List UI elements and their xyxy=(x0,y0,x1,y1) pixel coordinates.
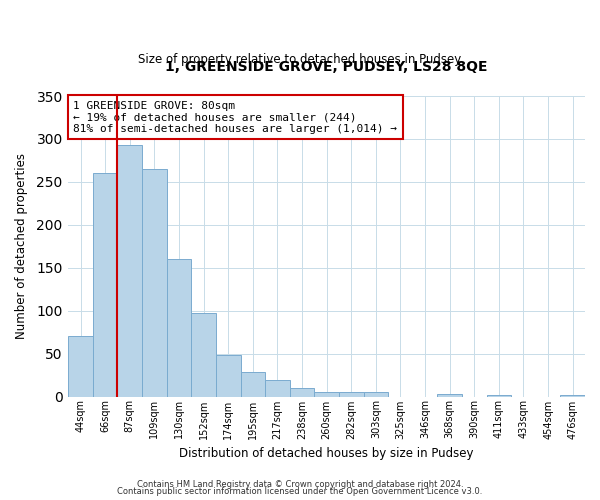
Bar xyxy=(339,392,364,396)
Bar xyxy=(68,336,93,396)
Bar xyxy=(437,394,462,396)
Bar xyxy=(364,392,388,396)
Text: Contains HM Land Registry data © Crown copyright and database right 2024.: Contains HM Land Registry data © Crown c… xyxy=(137,480,463,489)
Title: 1, GREENSIDE GROVE, PUDSEY, LS28 8QE: 1, GREENSIDE GROVE, PUDSEY, LS28 8QE xyxy=(166,60,488,74)
Bar xyxy=(93,174,118,396)
Bar xyxy=(290,388,314,396)
Bar xyxy=(487,395,511,396)
Bar xyxy=(314,392,339,396)
X-axis label: Distribution of detached houses by size in Pudsey: Distribution of detached houses by size … xyxy=(179,447,474,460)
Text: Size of property relative to detached houses in Pudsey: Size of property relative to detached ho… xyxy=(139,52,461,66)
Bar xyxy=(560,395,585,396)
Text: Contains public sector information licensed under the Open Government Licence v3: Contains public sector information licen… xyxy=(118,487,482,496)
Bar xyxy=(216,356,241,397)
Text: 1 GREENSIDE GROVE: 80sqm
← 19% of detached houses are smaller (244)
81% of semi-: 1 GREENSIDE GROVE: 80sqm ← 19% of detach… xyxy=(73,100,397,134)
Bar xyxy=(118,145,142,397)
Bar xyxy=(142,169,167,396)
Bar xyxy=(167,259,191,396)
Bar xyxy=(265,380,290,396)
Bar xyxy=(241,372,265,396)
Y-axis label: Number of detached properties: Number of detached properties xyxy=(15,154,28,340)
Bar xyxy=(191,313,216,396)
